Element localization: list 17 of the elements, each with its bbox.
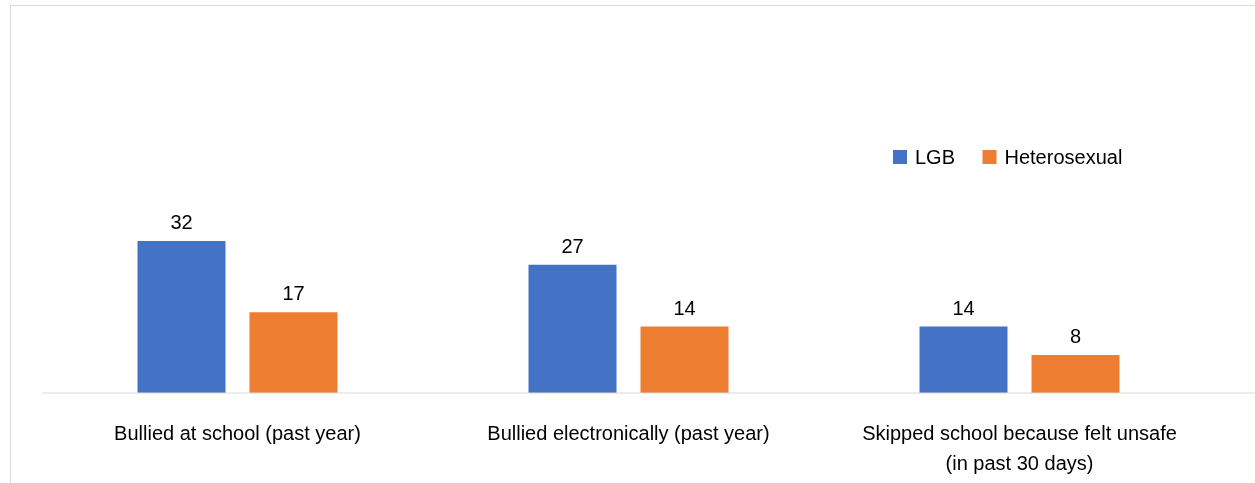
bar [528,264,617,393]
x-tick-label: Bullied at school (past year) [114,422,361,444]
data-label: 17 [282,282,305,305]
data-label: 8 [1069,325,1082,347]
bar [249,312,338,393]
x-tick-label: Skipped school because felt unsafe (in past 30 days) [862,422,1177,474]
data-label: 27 [561,234,584,257]
data-label: 14 [673,296,696,319]
bar [919,326,1008,393]
bar [640,326,729,393]
data-label: 14 [952,296,975,319]
legend-label: Heterosexual [1004,146,1123,168]
data-label: 32 [170,211,193,233]
legend-label: LGB [915,146,956,168]
x-tick-label: Bullied electronically (past year) [487,422,770,444]
bar [137,241,226,393]
bar [1031,355,1120,393]
